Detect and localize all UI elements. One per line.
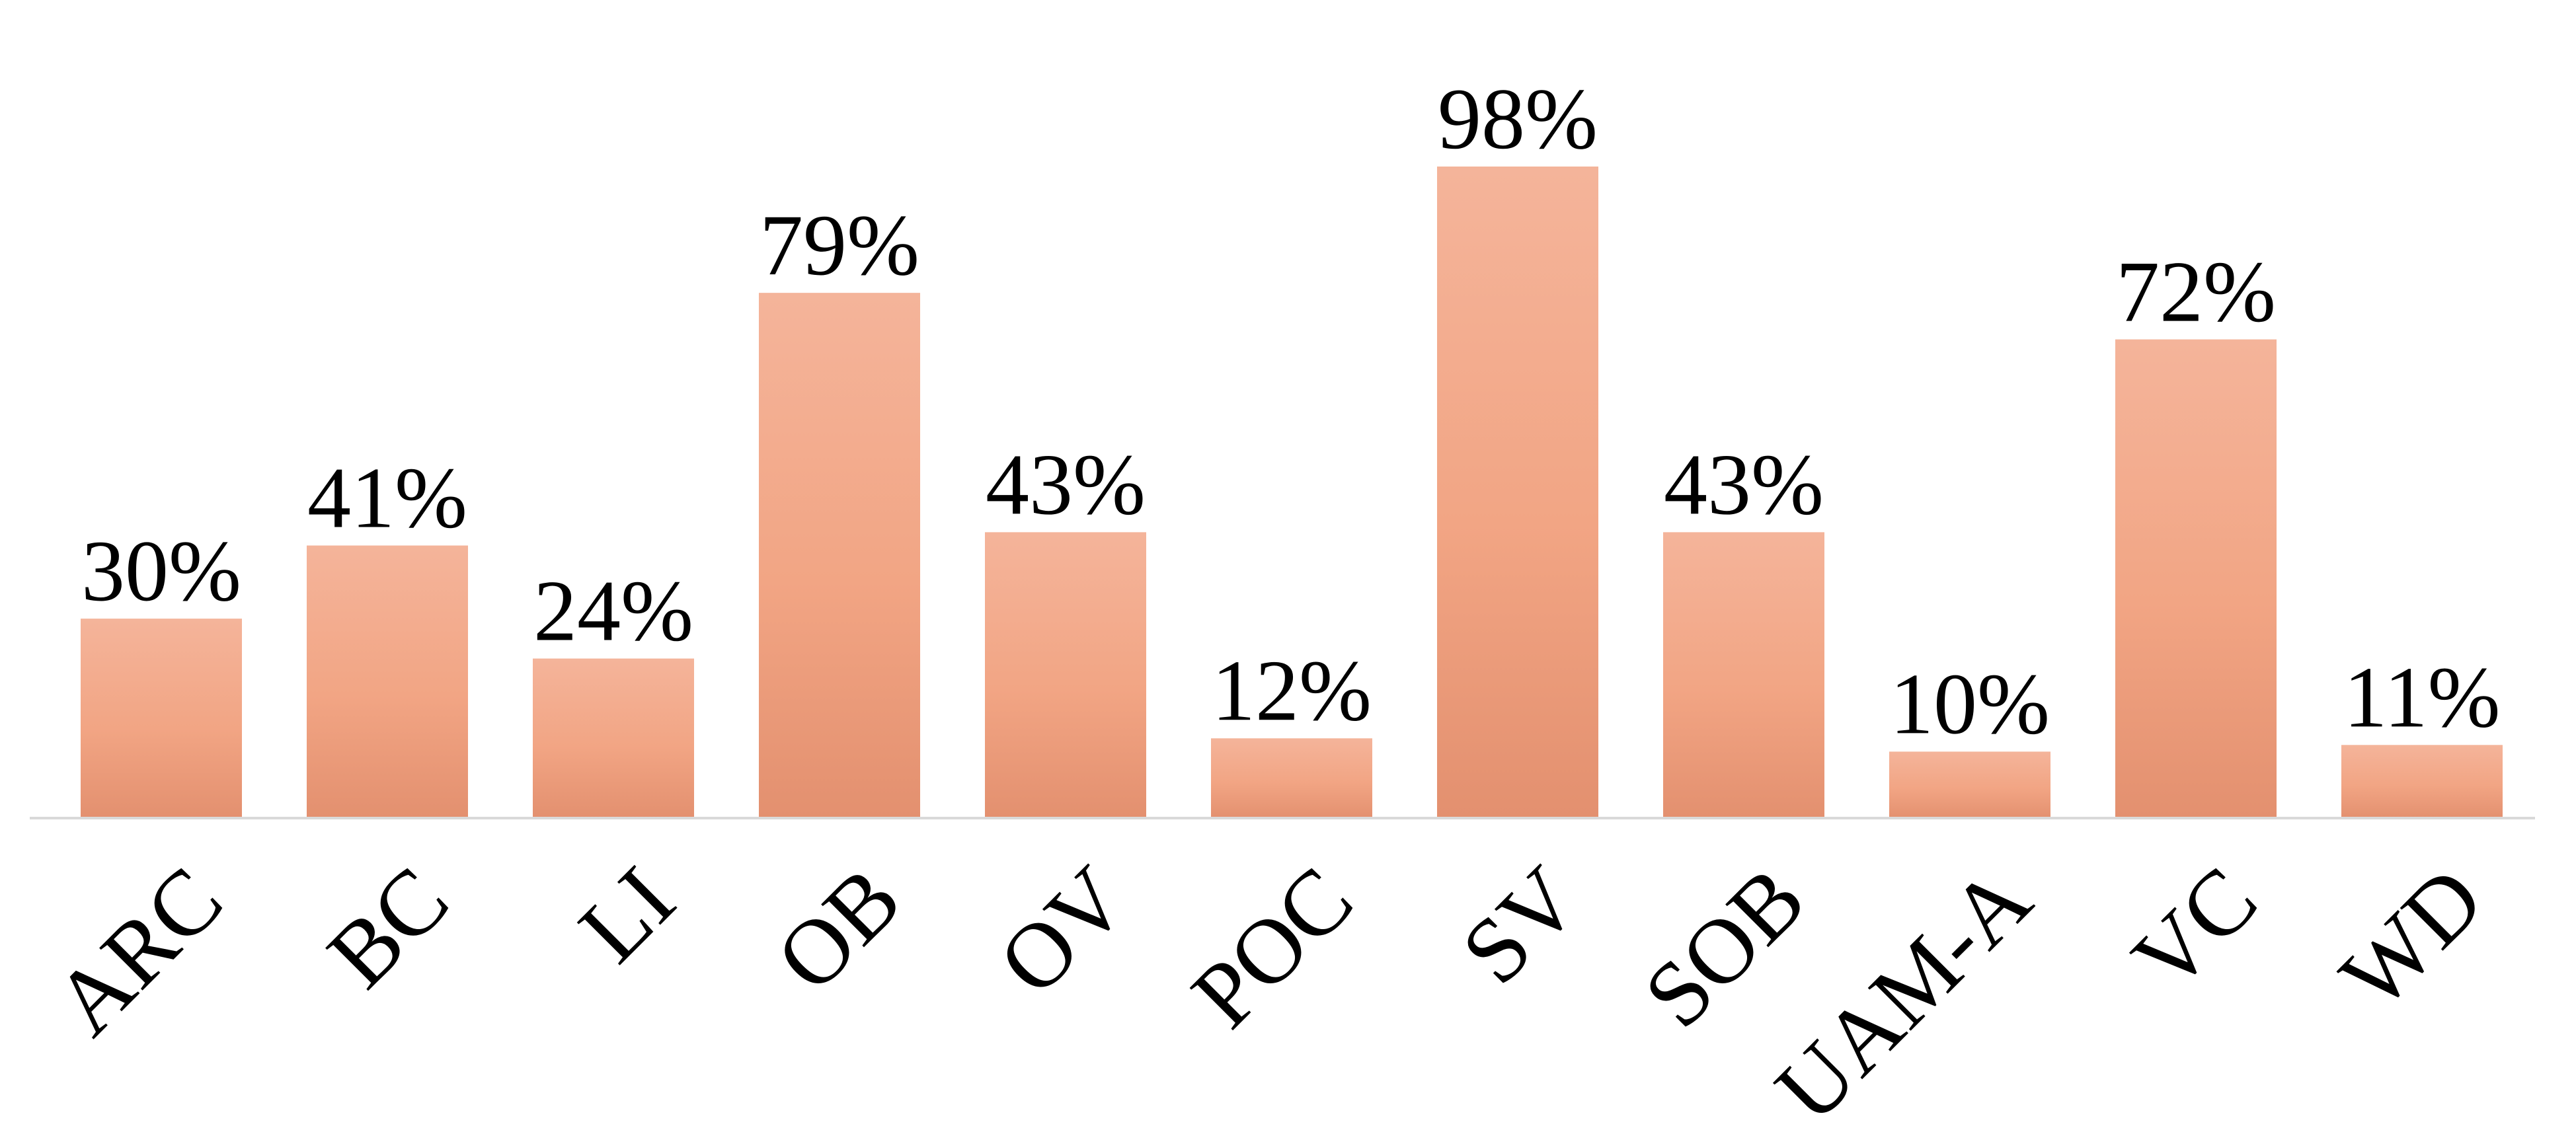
data-label-li: 24% <box>533 562 693 660</box>
x-tick-label-sob: SOB <box>1625 847 1824 1047</box>
data-label-uam-a: 10% <box>1890 655 2050 752</box>
bar-vc <box>2115 339 2277 818</box>
x-tick-label-sv: SV <box>1442 847 1598 1003</box>
data-label-poc: 12% <box>1212 642 1372 739</box>
x-tick-label-arc: ARC <box>35 847 242 1054</box>
bar-sob <box>1663 532 1824 818</box>
x-tick-label-vc: VC <box>2113 847 2277 1010</box>
bar-bc <box>307 545 468 818</box>
data-label-bc: 41% <box>307 449 467 546</box>
bar-ov <box>985 532 1146 818</box>
data-labels-group: 30% 41% 24% 79% 43% 12% 98% 43% 10% 72% 11% <box>81 70 2501 752</box>
bar-poc <box>1211 738 1372 818</box>
data-label-wd: 11% <box>2343 648 2500 745</box>
bars-group <box>81 167 2503 818</box>
data-label-ob: 79% <box>760 196 919 293</box>
data-label-sob: 43% <box>1664 435 1824 533</box>
data-label-sv: 98% <box>1438 70 1598 167</box>
x-tick-label-ob: OB <box>757 847 920 1010</box>
data-label-vc: 72% <box>2116 243 2276 340</box>
bar-wd <box>2341 745 2503 818</box>
data-label-arc: 30% <box>81 522 241 619</box>
bar-sv <box>1437 167 1598 818</box>
x-tick-label-li: LI <box>560 847 694 981</box>
x-tick-label-uam-a: UAM-A <box>1756 847 2050 1132</box>
x-tick-label-ov: OV <box>979 847 1146 1014</box>
data-label-ov: 43% <box>986 435 1146 533</box>
x-tick-label-poc: POC <box>1173 847 1372 1047</box>
x-tick-label-wd: WD <box>2322 847 2503 1029</box>
x-tick-label-bc: BC <box>308 847 468 1007</box>
bar-ob <box>759 293 920 818</box>
bar-arc <box>81 619 242 818</box>
bar-uam-a <box>1889 751 2050 818</box>
bar-li <box>533 658 694 818</box>
